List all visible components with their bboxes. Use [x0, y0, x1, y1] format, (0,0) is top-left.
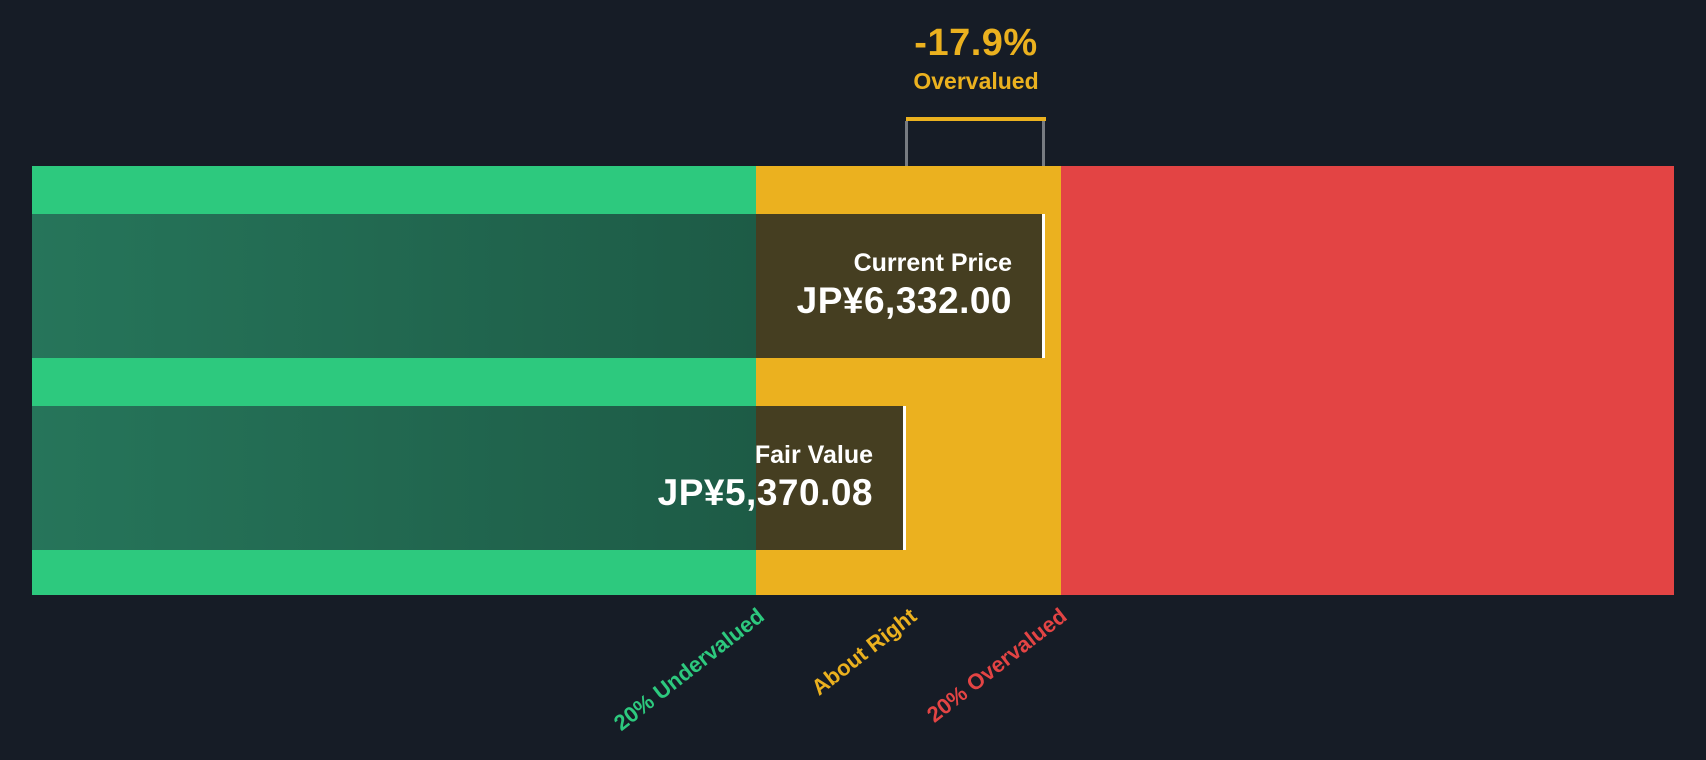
- current-price-label: Current Price: [853, 249, 1012, 277]
- fair-value-bar: Fair Value JP¥5,370.08: [32, 406, 906, 550]
- valuation-band: Current Price JP¥6,332.00 Fair Value JP¥…: [32, 166, 1674, 595]
- zone-label-overvalued: 20% Overvalued: [922, 603, 1072, 728]
- zone-overvalued: [1061, 166, 1674, 595]
- valuation-status-label: Overvalued: [913, 68, 1039, 94]
- price-gap-bracket: [906, 117, 1046, 121]
- zone-label-undervalued: 20% Undervalued: [608, 603, 769, 736]
- fair-value-label: Fair Value: [754, 441, 873, 469]
- valuation-delta-percent: -17.9%: [914, 22, 1038, 64]
- fair-value-value: JP¥5,370.08: [657, 472, 873, 513]
- current-price-value: JP¥6,332.00: [796, 280, 1012, 321]
- zone-label-about-right: About Right: [806, 603, 922, 701]
- current-price-bar: Current Price JP¥6,332.00: [32, 214, 1045, 358]
